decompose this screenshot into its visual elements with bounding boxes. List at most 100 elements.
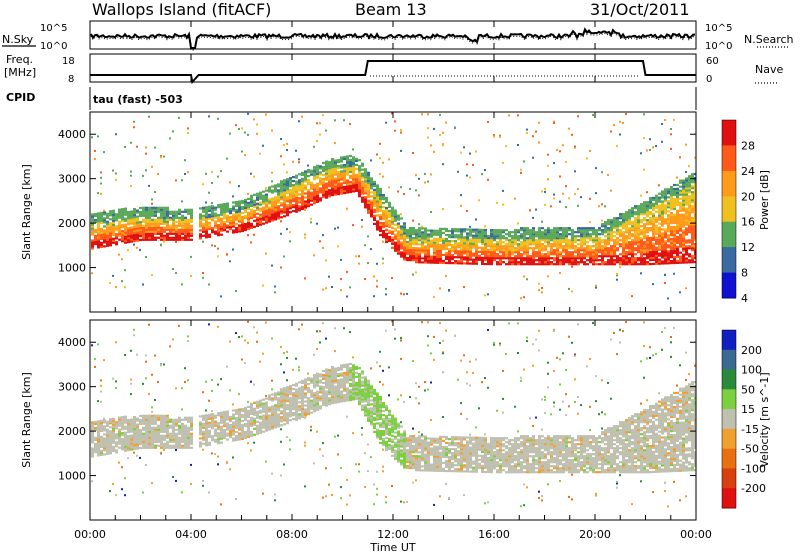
power-cell xyxy=(676,197,679,200)
power-cell xyxy=(463,248,466,251)
power-cell xyxy=(256,224,259,227)
power-cell xyxy=(682,241,685,244)
power-cell xyxy=(394,211,397,214)
power-cell xyxy=(124,269,126,272)
power-cell xyxy=(664,188,667,191)
power-cell xyxy=(382,198,385,201)
power-cell xyxy=(112,274,114,277)
power-cell xyxy=(628,219,631,222)
velocity-cell xyxy=(139,430,142,434)
velocity-cell xyxy=(100,423,103,426)
velocity-cell xyxy=(136,443,139,446)
power-cell xyxy=(400,255,403,258)
power-cell xyxy=(601,263,604,266)
power-cell xyxy=(475,240,478,243)
power-cell xyxy=(475,244,478,247)
power-cell xyxy=(553,237,556,240)
power-cell xyxy=(664,119,666,121)
power-cell xyxy=(694,233,696,236)
velocity-cell xyxy=(271,405,274,408)
power-cell xyxy=(502,189,504,192)
velocity-cell xyxy=(265,429,268,432)
velocity-cell xyxy=(268,414,271,417)
power-cell xyxy=(484,262,487,266)
power-cell xyxy=(376,210,379,213)
power-cell xyxy=(529,209,531,212)
power-cell xyxy=(496,235,499,238)
power-cell xyxy=(553,257,556,260)
power-cell xyxy=(235,202,238,206)
power-cell xyxy=(673,233,676,237)
power-cell xyxy=(280,194,283,197)
power-cell xyxy=(136,209,139,212)
power-cell xyxy=(316,192,319,195)
power-cell xyxy=(217,247,219,250)
power-cell xyxy=(490,243,493,246)
power-cell xyxy=(691,205,694,208)
power-cell xyxy=(415,271,417,274)
power-cell xyxy=(376,204,379,207)
power-cell xyxy=(223,205,226,208)
power-cell xyxy=(160,218,163,221)
velocity-cell xyxy=(163,418,166,421)
power-cell xyxy=(118,228,121,231)
power-cell xyxy=(604,221,607,224)
power-cell xyxy=(397,248,400,251)
power-cell xyxy=(220,229,223,232)
power-cell xyxy=(553,231,556,234)
power-cell xyxy=(574,261,577,264)
power-cell xyxy=(463,228,466,231)
power-cell xyxy=(178,238,181,241)
power-cell xyxy=(682,181,685,184)
power-cell xyxy=(514,263,517,266)
power-cell xyxy=(346,159,349,162)
power-cell xyxy=(151,218,154,221)
velocity-cell xyxy=(256,424,259,427)
velocity-cell xyxy=(181,434,184,437)
power-cell xyxy=(613,225,616,228)
power-cell xyxy=(373,202,376,205)
power-cell xyxy=(286,204,289,207)
power-cell xyxy=(91,239,94,242)
power-cell xyxy=(235,124,237,127)
power-cell xyxy=(283,179,286,182)
velocity-cell xyxy=(187,436,190,439)
power-cell xyxy=(346,157,349,160)
power-cell xyxy=(313,166,316,169)
y-tick-label: 2000 xyxy=(58,217,86,230)
power-cell xyxy=(220,170,222,173)
power-cell xyxy=(694,205,696,208)
power-cell xyxy=(304,170,307,173)
power-cell xyxy=(403,193,405,195)
velocity-cell xyxy=(133,422,136,425)
power-cell xyxy=(211,231,214,234)
power-cell xyxy=(151,198,153,201)
velocity-cell xyxy=(241,335,243,338)
power-cell xyxy=(661,232,664,235)
power-cell xyxy=(367,187,370,190)
power-cell xyxy=(346,173,349,176)
velocity-cell xyxy=(112,435,115,438)
power-cell xyxy=(184,159,186,162)
power-cell xyxy=(295,186,298,189)
power-cell xyxy=(682,219,685,222)
velocity-cell xyxy=(256,426,259,429)
power-cell xyxy=(388,223,391,226)
velocity-cell xyxy=(124,439,127,442)
power-cell xyxy=(430,255,433,258)
power-cell xyxy=(94,218,97,222)
velocity-cell xyxy=(151,373,153,376)
velocity-cell xyxy=(100,453,103,456)
power-cell xyxy=(388,235,391,238)
velocity-cell xyxy=(151,434,154,437)
power-cell xyxy=(307,205,310,208)
power-cell xyxy=(217,230,220,233)
power-cell xyxy=(469,246,472,249)
power-cell xyxy=(640,205,643,208)
power-cell xyxy=(397,230,400,233)
power-cell xyxy=(301,187,304,190)
velocity-cell xyxy=(178,416,181,419)
power-cell xyxy=(679,219,682,222)
power-cell xyxy=(553,249,556,252)
velocity-cell xyxy=(91,453,94,456)
